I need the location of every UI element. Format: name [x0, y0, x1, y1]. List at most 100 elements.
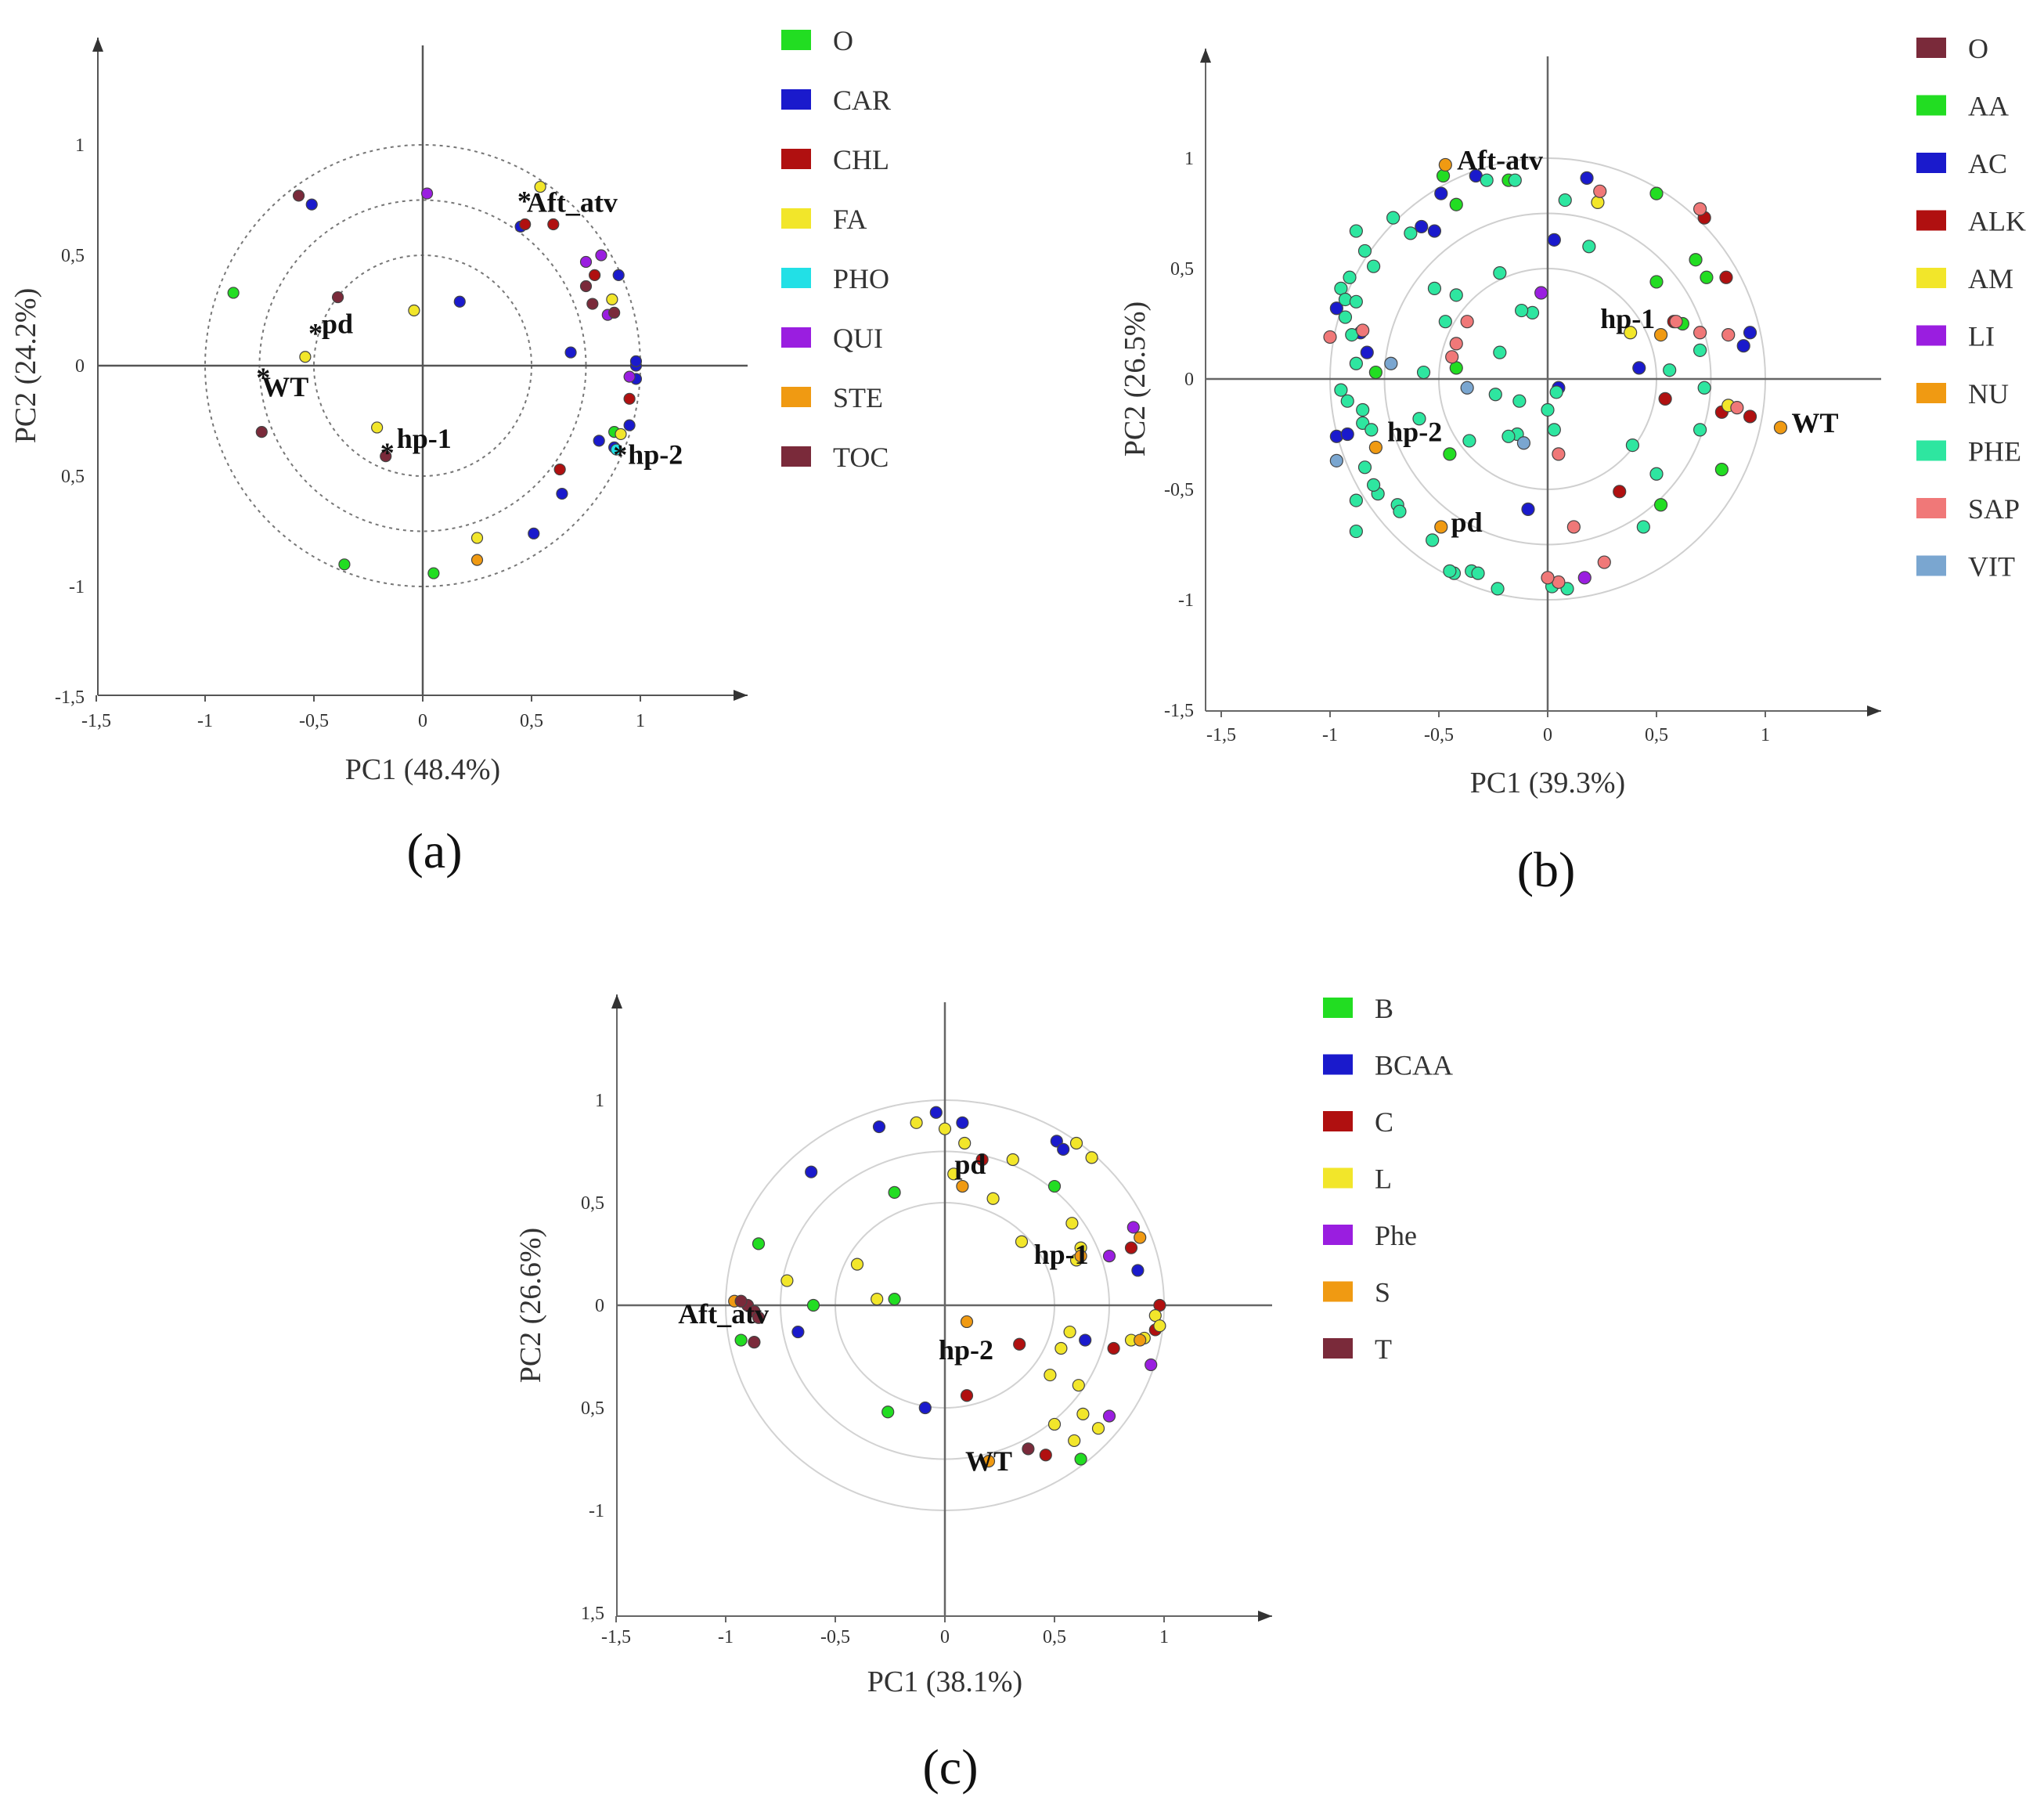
data-point [1356, 402, 1370, 417]
data-point [871, 1293, 884, 1306]
panel-a: -1,5 -1 -0,5 0 0,5 1 1 0,5 0 0,5 -1 -1,5 PC1 (48.4%)… [9, 25, 891, 879]
data-point [1462, 434, 1476, 448]
legend-label: TOC [833, 442, 889, 473]
y-tick-label: -1,5 [55, 687, 85, 708]
data-point [1006, 1153, 1019, 1167]
series-toc [255, 189, 621, 463]
data-point [534, 180, 546, 193]
data-point [1134, 1333, 1147, 1347]
panel-c: -1,5 -1 -0,5 0 0,5 1 1 0,5 0 0,5 -1 1,5 PC1 (38.1%) P… [514, 993, 1453, 1795]
series-phe [1334, 173, 1711, 596]
legend-swatch [781, 387, 811, 407]
x-tick-label: -0,5 [299, 711, 329, 731]
panel-label: (a) [406, 823, 462, 879]
legend-label: O [1968, 33, 1988, 64]
data-point [227, 287, 240, 299]
data-point [888, 1293, 901, 1306]
data-point [1658, 392, 1672, 406]
data-point [1426, 533, 1440, 547]
data-point [1357, 460, 1372, 475]
annotation-label: hp-1 [397, 423, 452, 454]
data-point [752, 1311, 766, 1324]
data-point [1349, 524, 1363, 539]
data-point [1349, 356, 1363, 370]
data-point [1515, 303, 1529, 318]
legend-swatch [1323, 1111, 1353, 1131]
data-point [1534, 286, 1548, 300]
x-tick-label: 0,5 [520, 711, 543, 731]
data-point [1356, 323, 1370, 337]
annotation-label: Aft_atv [527, 186, 618, 218]
y-axis-title: PC2 (26.6%) [514, 1228, 547, 1383]
data-point [427, 567, 440, 579]
data-point [1434, 520, 1448, 534]
legend-swatch [1916, 153, 1946, 173]
data-point [1069, 1136, 1083, 1150]
data-point [1449, 337, 1463, 351]
data-point [1773, 420, 1788, 435]
y-axis-arrow [1200, 49, 1211, 63]
data-point [1072, 1379, 1085, 1392]
y-axis-arrow [92, 38, 103, 52]
annotation-label: pd [1451, 507, 1483, 538]
y-tick-label: 0,5 [61, 246, 85, 266]
data-point [1366, 478, 1381, 492]
legend-label: NU [1968, 378, 2009, 410]
y-tick-label: 0,5 [61, 467, 85, 487]
data-point [1047, 1179, 1062, 1193]
data-point [1697, 381, 1711, 395]
data-point [1689, 253, 1703, 267]
data-point [1649, 467, 1664, 481]
data-point [938, 1122, 952, 1135]
legend-swatch [781, 446, 811, 467]
data-point [1404, 226, 1418, 240]
data-point [1068, 1434, 1081, 1448]
data-point [1153, 1319, 1166, 1333]
data-point [1501, 429, 1516, 443]
data-point [1329, 301, 1343, 316]
series-li [1534, 286, 1592, 585]
data-point [1416, 365, 1431, 380]
data-point [1480, 173, 1494, 187]
data-point [338, 558, 351, 571]
data-point [255, 425, 268, 438]
data-point [1131, 1264, 1145, 1277]
series-c [960, 1153, 1166, 1462]
x-axis-arrow [734, 690, 748, 701]
annotation-label: hp-1 [1600, 303, 1655, 334]
legend-label: PHO [833, 263, 889, 294]
annotation-label: hp-2 [628, 439, 683, 471]
data-point [1340, 427, 1354, 442]
data-point [1323, 330, 1337, 345]
data-point [420, 187, 434, 200]
legend-label: FA [833, 204, 867, 235]
data-point [1649, 186, 1664, 200]
data-point [629, 355, 643, 367]
annotation-label: Aft-atv [1457, 144, 1543, 175]
x-tick-label: -1 [718, 1627, 734, 1647]
y-axis-title: PC2 (24.2%) [9, 288, 42, 443]
annotation-marker: * [256, 362, 270, 393]
data-point [453, 295, 466, 308]
data-point [1368, 365, 1382, 380]
data-point [1013, 1337, 1026, 1351]
data-point [615, 428, 627, 441]
data-point [1460, 315, 1474, 329]
legend-label: BCAA [1375, 1050, 1453, 1081]
data-point [1393, 504, 1407, 518]
data-point [623, 419, 636, 431]
data-point [910, 1116, 923, 1129]
data-point [1338, 292, 1353, 307]
data-point [299, 351, 312, 363]
data-point [1491, 582, 1505, 596]
legend-swatch [781, 268, 811, 288]
data-point [623, 370, 636, 383]
x-axis-title: PC1 (38.1%) [867, 1665, 1022, 1698]
data-point [1488, 388, 1502, 402]
legend-swatch [1323, 998, 1353, 1018]
series-b [734, 1179, 1087, 1466]
data-point [1145, 1358, 1158, 1372]
data-point [1054, 1341, 1068, 1355]
legend-label: STE [833, 382, 883, 413]
data-point [734, 1333, 748, 1347]
